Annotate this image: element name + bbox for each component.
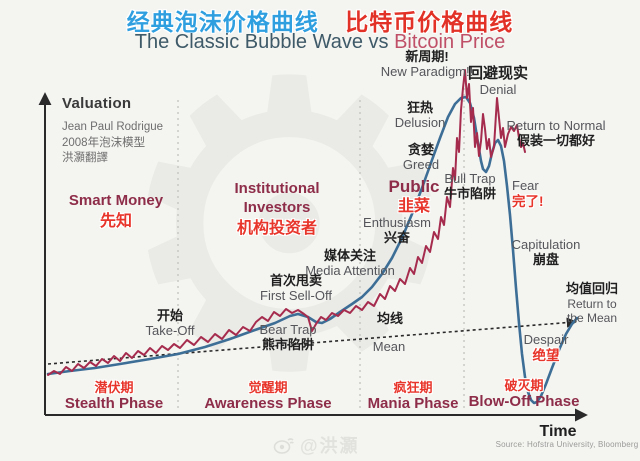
subtitle-bitcoin-part: Bitcoin Price (394, 31, 506, 53)
subtitle-classic-part: The Classic Bubble Wave vs (134, 31, 395, 53)
title-classic-bubble-cn: 经典泡沫价格曲线 (126, 9, 319, 35)
bitcoin_price-curve (47, 69, 526, 376)
weibo-handle: @洪灝 (300, 436, 360, 456)
weibo-watermark: @洪灝 (272, 432, 360, 458)
weibo-eye-icon (273, 438, 294, 454)
title-bitcoin-cn: 比特币价格曲线 (345, 9, 514, 35)
gear-watermark-icon: ⚙ (110, 0, 469, 460)
page-subtitle: The Classic Bubble Wave vs Bitcoin Price (0, 31, 640, 54)
phase-divider-lines (177, 76, 465, 408)
mean-dashed-line (47, 317, 578, 365)
page-title: 经典泡沫价格曲线 比特币价格曲线 (36, 3, 604, 37)
axes (38, 92, 588, 422)
price-curves (46, 69, 579, 405)
